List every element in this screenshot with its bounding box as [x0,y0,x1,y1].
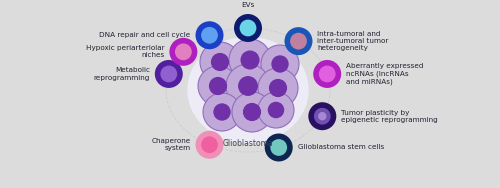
Circle shape [261,45,299,83]
Circle shape [203,93,241,131]
Text: Aberrantly expressed
ncRNAs (lncRNAs
and miRNAs): Aberrantly expressed ncRNAs (lncRNAs and… [346,63,424,85]
Circle shape [234,14,262,42]
Text: Hypoxic periarteriolar
niches: Hypoxic periarteriolar niches [86,45,164,58]
Circle shape [240,20,256,36]
Circle shape [314,108,330,125]
Circle shape [244,104,260,120]
Circle shape [268,102,283,118]
Circle shape [319,66,336,82]
Circle shape [258,92,294,128]
Ellipse shape [188,37,308,143]
Circle shape [210,78,226,94]
Circle shape [175,43,192,60]
Circle shape [270,80,286,96]
Circle shape [264,133,292,161]
Circle shape [155,60,183,88]
Circle shape [290,33,307,50]
Text: DNA repair and cell cycle: DNA repair and cell cycle [100,32,190,38]
Circle shape [258,68,298,108]
Circle shape [318,112,326,120]
Text: Chaperone
system: Chaperone system [152,138,190,151]
Text: Intra-tumoral and
inter-tumoral tumor
heterogeneity: Intra-tumoral and inter-tumoral tumor he… [318,31,389,51]
Circle shape [196,131,224,159]
Circle shape [229,39,271,81]
Text: Tumor plasticity by
epigenetic reprogramming: Tumor plasticity by epigenetic reprogram… [342,110,438,123]
Circle shape [241,51,259,69]
Circle shape [239,77,257,95]
Circle shape [272,56,288,72]
Circle shape [201,27,218,44]
Circle shape [284,27,312,55]
Circle shape [160,66,177,82]
Circle shape [170,38,198,66]
Circle shape [308,102,336,130]
Circle shape [232,92,272,132]
Circle shape [212,54,228,70]
Text: Glioblastoma stem cells: Glioblastoma stem cells [298,145,384,150]
Circle shape [196,21,224,49]
Circle shape [270,139,287,156]
Text: EVs: EVs [242,2,254,8]
Circle shape [214,104,230,120]
Text: Metabolic
reprogramming: Metabolic reprogramming [94,67,150,81]
Text: Glioblastoma: Glioblastoma [222,139,274,149]
Circle shape [198,66,238,106]
Circle shape [200,42,240,82]
Circle shape [226,64,270,108]
Circle shape [201,136,218,153]
Circle shape [313,60,341,88]
